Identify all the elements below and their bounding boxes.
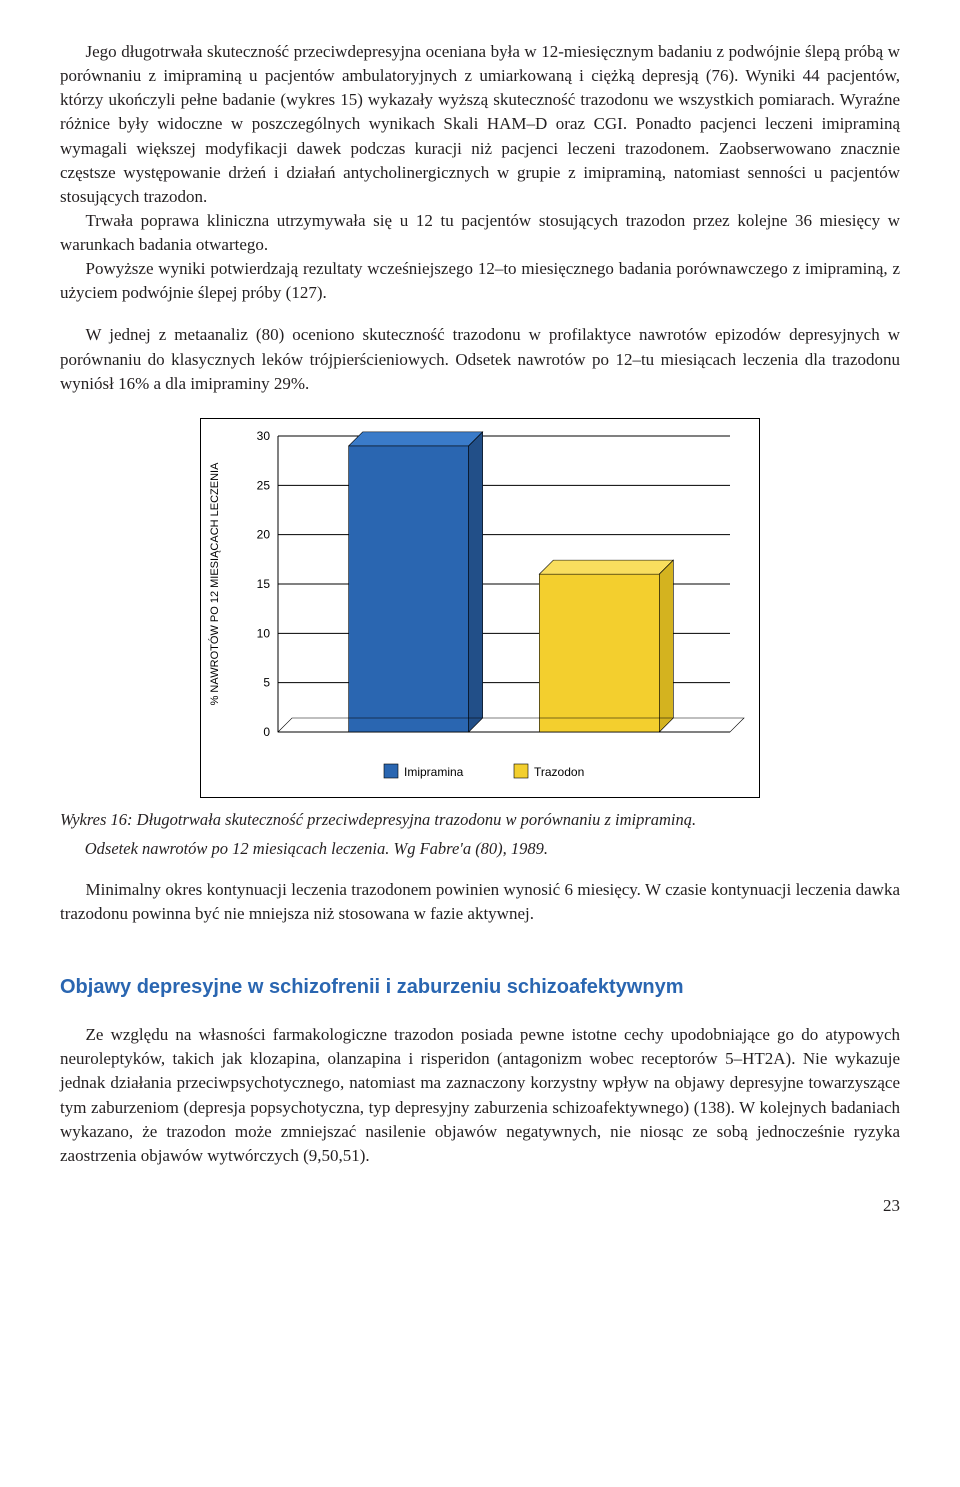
chart-svg: % NAWROTÓW PO 12 MIESIĄCACH LECZENIA 0 5 10… <box>200 418 760 798</box>
svg-text:15: 15 <box>257 577 271 591</box>
svg-text:5: 5 <box>263 675 270 689</box>
svg-text:% NAWROTÓW PO 12 MIESIĄCACH LE: % NAWROTÓW PO 12 MIESIĄCACH LECZENIA <box>208 462 221 706</box>
svg-text:Imipramina: Imipramina <box>404 765 464 779</box>
paragraph-6: Ze względu na własności farmakologiczne … <box>60 1023 900 1168</box>
svg-text:0: 0 <box>263 725 270 739</box>
paragraph-3: Powyższe wyniki potwierdzają rezultaty w… <box>60 257 900 305</box>
page-number: 23 <box>60 1196 900 1216</box>
chart-caption-line1: Wykres 16: Długotrwała skuteczność przec… <box>60 808 900 831</box>
svg-text:20: 20 <box>257 527 271 541</box>
svg-text:10: 10 <box>257 626 271 640</box>
section-heading: Objawy depresyjne w schizofrenii i zabur… <box>60 976 900 999</box>
chart-caption-line2: Odsetek nawrotów po 12 miesiącach leczen… <box>60 837 900 860</box>
paragraph-4: W jednej z metaanaliz (80) oceniono skut… <box>60 323 900 395</box>
svg-text:Trazodon: Trazodon <box>534 765 584 779</box>
paragraph-5: Minimalny okres kontynuacji leczenia tra… <box>60 878 900 926</box>
paragraph-1: Jego długotrwała skuteczność przeciwdepr… <box>60 40 900 209</box>
svg-text:30: 30 <box>257 429 271 443</box>
svg-text:25: 25 <box>257 478 271 492</box>
paragraph-2: Trwała poprawa kliniczna utrzymywała się… <box>60 209 900 257</box>
bar-chart: % NAWROTÓW PO 12 MIESIĄCACH LECZENIA 0 5 10… <box>200 418 760 798</box>
chart-container: % NAWROTÓW PO 12 MIESIĄCACH LECZENIA 0 5 10… <box>200 418 760 798</box>
